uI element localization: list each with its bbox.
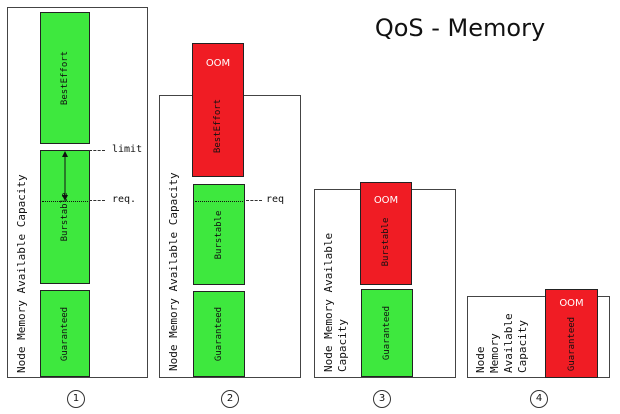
- pod-burstable-label: Burstable: [214, 210, 224, 259]
- req-line-inner: [42, 201, 88, 202]
- node-1: Node Memory Available Capacity BestEffor…: [7, 7, 148, 378]
- step-3: 3: [373, 390, 391, 408]
- req-guide-1: [89, 200, 105, 201]
- req-label-2: req: [266, 194, 285, 205]
- pod-guaranteed: Guaranteed: [40, 290, 90, 377]
- diagram-title: QoS - Memory: [374, 14, 546, 42]
- limit-guide: [89, 150, 105, 151]
- pod-guaranteed: Guaranteed: [361, 289, 413, 377]
- burst-arrow: [62, 151, 68, 201]
- pod-burstable-oom: OOM Burstable: [360, 182, 412, 285]
- pod-guaranteed-label: Guaranteed: [382, 305, 392, 361]
- step-2: 2: [221, 390, 239, 408]
- pod-besteffort: BestEffort: [40, 12, 90, 144]
- limit-label: limit: [112, 144, 143, 155]
- node-4-capacity-label: Node Memory Available Capacity: [474, 313, 529, 373]
- oom-label: OOM: [373, 195, 399, 206]
- req-line-inner: [195, 201, 243, 202]
- pod-guaranteed-label: Guaranteed: [566, 316, 577, 372]
- node-3-capacity-label: Node Memory Available Capacity: [322, 232, 349, 372]
- node-2: Node Memory Available Capacity Burstable…: [159, 95, 301, 378]
- pod-burstable: Burstable: [193, 184, 245, 285]
- pod-guaranteed-label: Guaranteed: [60, 306, 70, 361]
- oom-label: OOM: [205, 58, 231, 69]
- oom-label: OOM: [559, 298, 584, 309]
- pod-besteffort-label: BestEffort: [60, 50, 70, 106]
- pod-guaranteed: Guaranteed: [193, 291, 245, 377]
- req-guide-2: [246, 200, 262, 201]
- pod-besteffort-label: BestEffort: [213, 98, 223, 153]
- pod-guaranteed-label: Guaranteed: [214, 306, 224, 362]
- pod-besteffort-oom: OOM BestEffort: [192, 43, 244, 177]
- pod-guaranteed-oom: OOM Guaranteed: [545, 289, 598, 378]
- req-label-1: req.: [112, 194, 137, 205]
- pod-burstable-label: Burstable: [381, 217, 391, 266]
- step-4: 4: [530, 390, 548, 408]
- step-1: 1: [67, 390, 85, 408]
- node-1-capacity-label: Node Memory Available Capacity: [15, 174, 28, 373]
- node-2-capacity-label: Node Memory Available Capacity: [167, 172, 180, 371]
